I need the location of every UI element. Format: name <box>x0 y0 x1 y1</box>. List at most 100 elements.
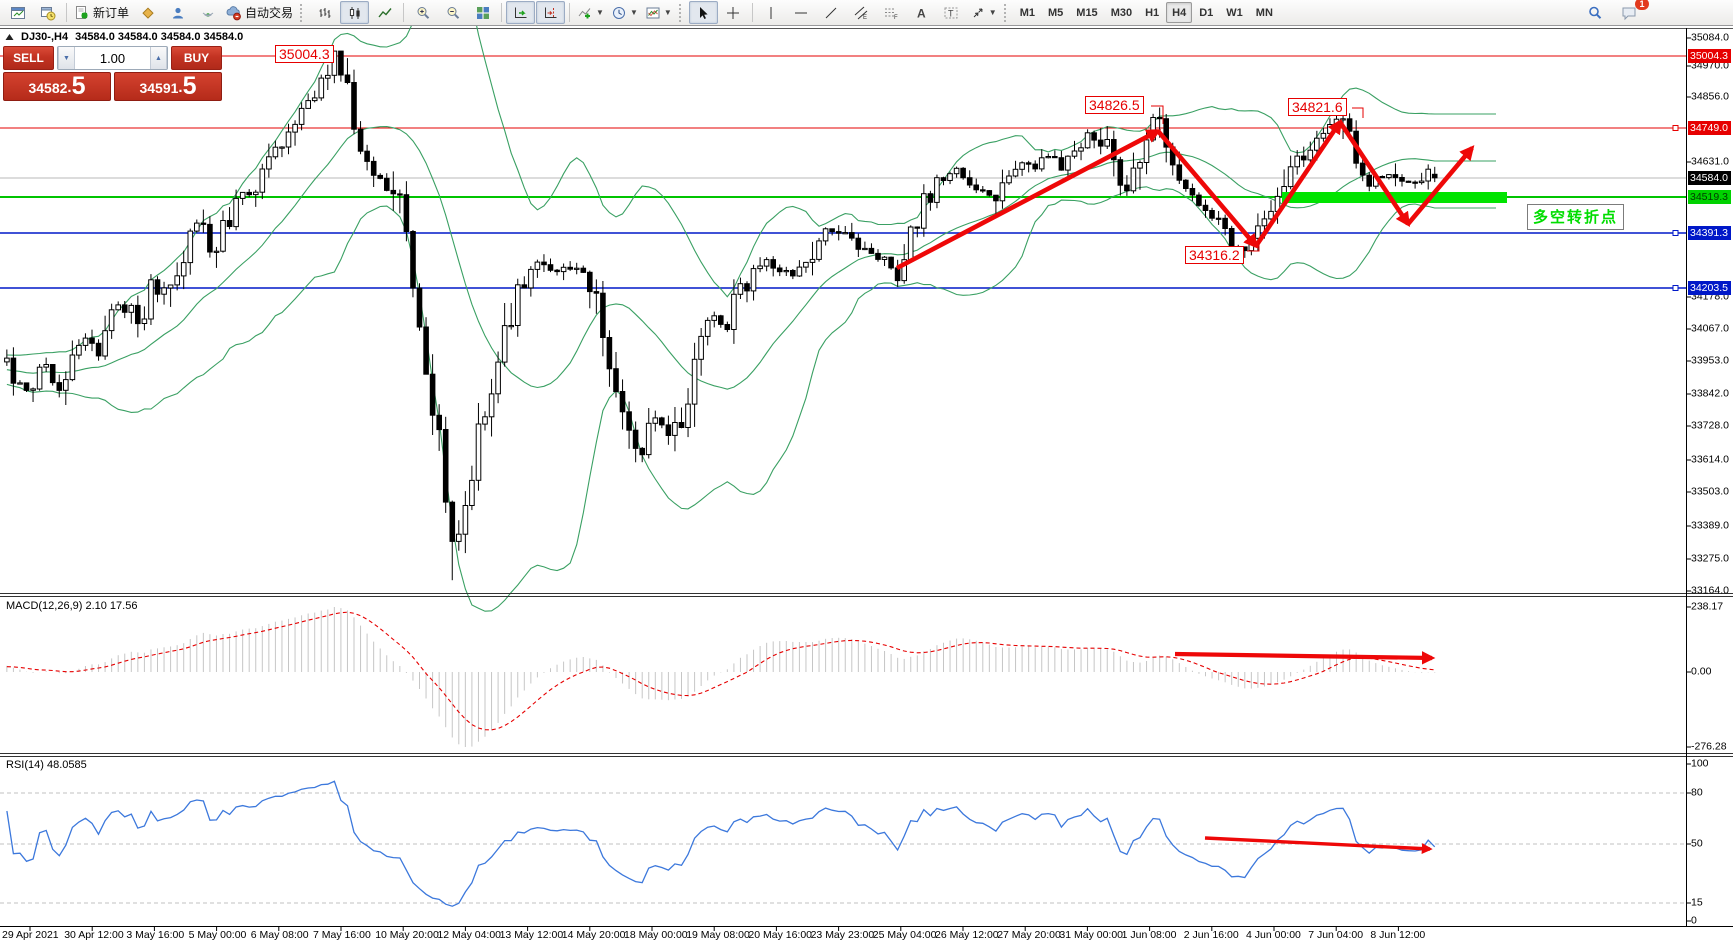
crosshair-button[interactable] <box>719 1 748 24</box>
candlestick-chart-button[interactable] <box>340 1 370 24</box>
chat-button[interactable]: 1 <box>1615 0 1649 24</box>
buy-button[interactable]: BUY <box>171 46 222 70</box>
chart-shift-button[interactable] <box>536 1 566 24</box>
periods-button[interactable]: ▼ <box>608 1 641 24</box>
candle-body <box>796 266 803 277</box>
price-label-34826[interactable]: 34826.5 <box>1085 96 1144 114</box>
timeframe-d1[interactable]: D1 <box>1199 6 1214 19</box>
volume-value[interactable]: 1.00 <box>99 50 126 66</box>
candle-body <box>829 228 835 233</box>
channel-button[interactable]: E <box>847 1 876 24</box>
buy-price-display[interactable]: 34591. 5 <box>114 72 222 101</box>
candle-body <box>462 505 469 535</box>
community-icon <box>170 5 186 21</box>
new-chart-button[interactable] <box>3 1 32 24</box>
candle-body <box>475 423 482 481</box>
turning-point-note[interactable]: 多空转折点 <box>1527 204 1625 230</box>
vertical-line-button[interactable] <box>757 1 786 24</box>
cursor-button[interactable] <box>688 1 718 24</box>
candle-body <box>469 479 475 506</box>
horizontal-line-button[interactable] <box>787 1 816 24</box>
search-button[interactable] <box>1580 1 1609 24</box>
indicators-button[interactable]: ▼ <box>574 1 607 24</box>
community-button[interactable] <box>163 1 192 24</box>
candle-body <box>881 256 888 261</box>
volume-decrease-button[interactable]: ▼ <box>58 47 75 69</box>
trend-arrow[interactable] <box>1338 120 1411 228</box>
new-order-icon <box>74 5 90 21</box>
svg-text:A: A <box>917 6 926 20</box>
hline-handle[interactable] <box>1672 285 1679 291</box>
zoom-in-button[interactable] <box>408 1 437 24</box>
candle-body <box>1038 157 1045 170</box>
candle-body <box>456 533 462 542</box>
candle-body <box>960 167 966 179</box>
trend-arrow[interactable] <box>895 128 1162 271</box>
auto-scroll-button[interactable] <box>506 1 536 24</box>
candle-body <box>141 318 148 324</box>
candle-body <box>89 337 95 344</box>
timeframe-h4[interactable]: H4 <box>1166 2 1193 23</box>
candle-body <box>685 403 691 429</box>
candle-body <box>69 354 76 381</box>
candle-body <box>167 284 174 289</box>
candle-body <box>1287 166 1294 188</box>
bar-chart-button[interactable] <box>310 1 339 24</box>
autotrading-button[interactable]: 自动交易 <box>223 1 296 24</box>
trend-arrow[interactable] <box>1156 129 1259 249</box>
candle-body <box>757 265 763 270</box>
timeframe-m15[interactable]: M15 <box>1076 6 1098 19</box>
rsi-trend-arrow[interactable] <box>1204 836 1433 855</box>
zoom-out-button[interactable] <box>438 1 467 24</box>
vertical-line-icon <box>763 5 779 21</box>
candle-body <box>862 247 868 251</box>
autotrading-icon <box>226 5 242 21</box>
hline-handle[interactable] <box>1672 230 1679 236</box>
new-order-button[interactable]: 新订单 <box>71 1 132 24</box>
fibonacci-button[interactable]: F <box>877 1 906 24</box>
candle-body <box>17 382 23 385</box>
candle-body <box>966 177 973 186</box>
text-label-button[interactable]: T <box>937 1 966 24</box>
templates-button[interactable]: ▼ <box>642 1 675 24</box>
timeframe-w1[interactable]: W1 <box>1226 6 1243 19</box>
candle-body <box>148 279 154 320</box>
signals-button[interactable] <box>193 1 222 24</box>
volume-increase-button[interactable]: ▲ <box>150 47 167 69</box>
candle-body <box>934 177 940 203</box>
candle-body <box>266 156 272 170</box>
market-button[interactable] <box>133 1 162 24</box>
candle-body <box>508 325 514 328</box>
candle-body <box>1359 162 1366 176</box>
hline-handle[interactable] <box>1672 125 1679 131</box>
profiles-button[interactable] <box>33 1 62 24</box>
candle-body <box>311 97 318 102</box>
candle-body <box>239 191 246 199</box>
trend-arrow[interactable] <box>1406 145 1475 226</box>
candle-body <box>482 416 488 425</box>
price-label-34316[interactable]: 34316.2 <box>1185 246 1244 264</box>
price-label-35004[interactable]: 35004.3 <box>275 45 334 63</box>
timeframe-m30[interactable]: M30 <box>1110 6 1133 19</box>
text-button[interactable]: A <box>907 1 936 24</box>
timeframe-m1[interactable]: M1 <box>1019 6 1035 19</box>
auto-scroll-icon <box>513 5 529 21</box>
candle-body <box>1084 132 1091 149</box>
price-label-34821[interactable]: 34821.6 <box>1288 98 1347 116</box>
candle-body <box>907 226 914 261</box>
macd-trend-arrow[interactable] <box>1174 651 1436 665</box>
sell-button[interactable]: SELL <box>3 46 54 70</box>
line-chart-button[interactable] <box>370 1 399 24</box>
trend-arrow[interactable] <box>1254 118 1343 248</box>
sell-price-display[interactable]: 34582. 5 <box>3 72 111 101</box>
timeframe-mn[interactable]: MN <box>1255 6 1273 19</box>
candle-body <box>370 160 377 176</box>
arrows-button[interactable]: ▼ <box>967 1 1000 24</box>
candle-body <box>737 283 744 295</box>
tile-windows-button[interactable] <box>468 1 497 24</box>
candle-body <box>30 388 36 391</box>
timeframe-h1[interactable]: H1 <box>1145 6 1160 19</box>
timeframe-m5[interactable]: M5 <box>1048 6 1064 19</box>
support-zone-rectangle[interactable] <box>1282 192 1507 203</box>
trendline-button[interactable] <box>817 1 846 24</box>
